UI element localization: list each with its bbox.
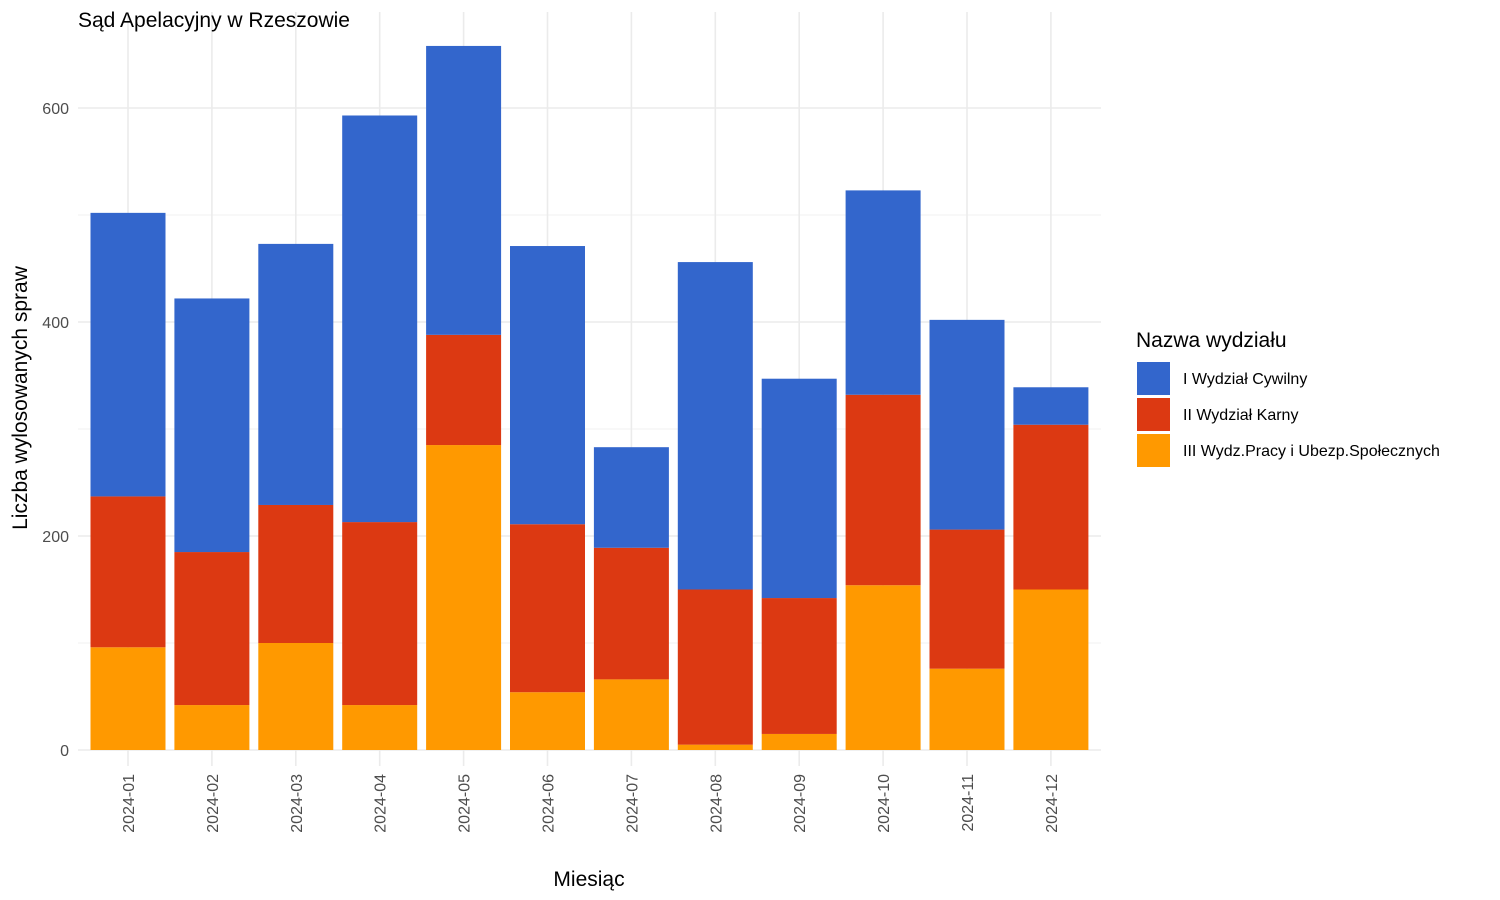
x-tick-label: 2024-06 [541, 774, 558, 833]
bar-segment [593, 679, 669, 750]
bar-segment [677, 262, 753, 590]
bar-segment [845, 585, 921, 750]
x-tick-label: 2024-08 [708, 774, 725, 833]
x-tick-label: 2024-04 [373, 774, 390, 833]
y-axis-title: Liczba wylosowanych spraw [9, 265, 32, 530]
legend-swatch [1137, 398, 1170, 431]
bar-segment [174, 552, 250, 706]
x-tick-label: 2024-09 [792, 774, 809, 833]
x-tick-label: 2024-07 [624, 774, 641, 833]
legend-swatch [1137, 434, 1170, 467]
legend: Nazwa wydziału I Wydział Cywilny II Wydzi… [1136, 329, 1440, 467]
bar-segment [929, 319, 1005, 530]
bar-segment [677, 744, 753, 750]
y-tick-label: 400 [42, 315, 69, 332]
bar-segment [90, 212, 166, 497]
y-axis-ticks: 0 200 400 600 [42, 101, 69, 760]
bar-segment [593, 447, 669, 548]
bar-segment [174, 705, 250, 750]
bar-segment [845, 394, 921, 586]
legend-title: Nazwa wydziału [1136, 329, 1287, 352]
bar-segment [342, 705, 418, 750]
bar-segment [677, 589, 753, 745]
bar-segment [426, 45, 502, 335]
x-tick-label: 2024-03 [289, 774, 306, 833]
bar-segment [510, 246, 585, 525]
bar-segment [1013, 424, 1089, 590]
bar-segment [342, 522, 418, 706]
bar-segment [174, 298, 250, 553]
bar-segment [342, 115, 418, 523]
bar-segment [258, 643, 334, 750]
bar-segment [426, 334, 502, 446]
bar-segment [258, 504, 334, 643]
y-tick-label: 600 [42, 101, 69, 118]
bar-segment [426, 445, 502, 750]
x-axis-ticks: 2024-01 2024-02 2024-03 2024-04 2024-05 2024-… [121, 774, 1061, 833]
chart-title: Sąd Apelacyjny w Rzeszowie [78, 9, 350, 32]
x-tick-label: 2024-02 [205, 774, 222, 833]
bar-segment [90, 496, 166, 648]
y-tick-label: 0 [60, 743, 69, 760]
bar-segment [929, 668, 1005, 750]
bar-segment [761, 378, 837, 599]
bar-segment [510, 692, 585, 750]
bar-segment [1013, 387, 1089, 425]
legend-label: II Wydział Karny [1183, 407, 1298, 424]
x-tick-label: 2024-01 [121, 774, 138, 833]
x-tick-label: 2024-10 [876, 774, 893, 833]
bar-segment [761, 598, 837, 734]
x-tick-label: 2024-12 [1044, 774, 1061, 833]
x-tick-label: 2024-11 [960, 774, 977, 832]
bar-segment [510, 524, 585, 693]
bars [90, 45, 1089, 750]
legend-label: I Wydział Cywilny [1183, 371, 1307, 388]
y-tick-label: 200 [42, 529, 69, 546]
x-axis-title: Miesiąc [553, 868, 624, 891]
bar-segment [593, 547, 669, 680]
bar-segment [845, 190, 921, 395]
x-tick-label: 2024-05 [457, 774, 474, 833]
bar-segment [929, 529, 1005, 669]
bar-segment [761, 733, 837, 750]
legend-label: III Wydz.Pracy i Ubezp.Społecznych [1183, 443, 1440, 460]
legend-swatch [1137, 362, 1170, 395]
bar-segment [258, 243, 334, 505]
bar-segment [1013, 589, 1089, 750]
bar-segment [90, 647, 166, 750]
